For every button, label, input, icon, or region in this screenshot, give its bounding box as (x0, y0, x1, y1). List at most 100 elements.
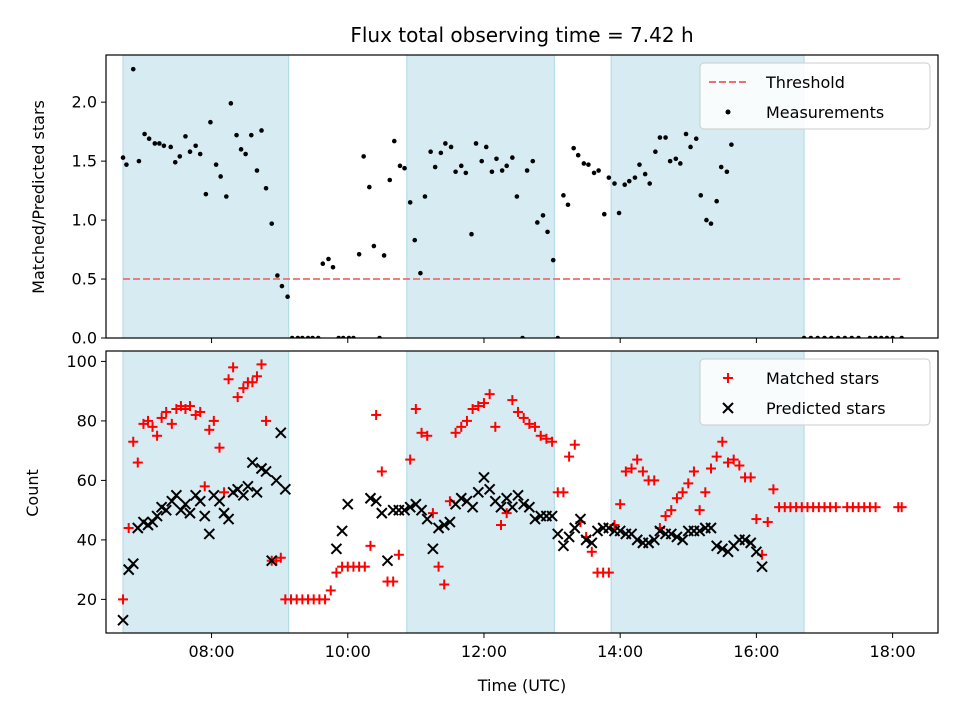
marker-stroke (222, 513, 235, 525)
matched-star-point (147, 421, 158, 432)
matched-star-point (261, 415, 272, 426)
matched-star-point (416, 427, 427, 438)
marker-stroke (275, 427, 287, 439)
marker-stroke (569, 522, 581, 534)
marker-stroke (546, 510, 558, 522)
legend-predicted-swatch (722, 402, 734, 414)
x-tick-label: 12:00 (461, 642, 507, 661)
measurement-point (606, 175, 612, 180)
marker-stroke (461, 495, 473, 507)
marker-stroke (586, 537, 598, 549)
predicted-star-point (199, 510, 211, 522)
measurement-point (203, 191, 209, 197)
marker-stroke (432, 522, 445, 534)
matched-star-point (478, 398, 489, 409)
predicted-star-point (421, 513, 433, 525)
measurement-point (443, 141, 448, 146)
predicted-star-point (266, 555, 278, 567)
matched-star-point (547, 436, 558, 447)
measurement-point (218, 174, 223, 179)
marker-stroke (745, 537, 757, 549)
predicted-star-point (500, 492, 513, 504)
matched-star-point (484, 389, 495, 400)
axes-frame (105, 350, 939, 634)
measurement-point (243, 151, 248, 157)
predicted-star-point (642, 537, 655, 549)
matched-star-point (751, 514, 762, 525)
measurement-point (412, 237, 418, 243)
matched-star-point (632, 454, 643, 465)
measurement-point (489, 169, 495, 175)
matched-star-point (677, 487, 688, 498)
measurement-point (586, 162, 591, 167)
measurement-point (458, 163, 464, 169)
predicted-star-point (716, 543, 729, 555)
matched-star-point (896, 502, 907, 513)
marker-stroke (438, 519, 450, 531)
predicted-star-point (184, 507, 196, 519)
matched-star-point (518, 412, 529, 423)
observing-window-band (406, 351, 555, 633)
measurement-point (632, 175, 638, 180)
predicted-star-point (580, 534, 592, 546)
predicted-star-point (432, 522, 445, 534)
marker-stroke (574, 513, 587, 525)
matched-star-point (637, 466, 648, 477)
y-tick-label: 2.0 (72, 93, 97, 112)
marker-stroke (552, 528, 564, 540)
matched-star-point (405, 454, 416, 465)
measurement-point (234, 132, 239, 138)
measurement-point (279, 283, 285, 289)
predicted-star-point (483, 483, 496, 496)
matched-star-point (359, 561, 370, 572)
measurement-point (193, 143, 198, 149)
matched-star-point (728, 454, 739, 465)
marker-stroke (251, 486, 263, 499)
measurement-point (402, 165, 407, 171)
marker-stroke (279, 483, 292, 496)
matched-star-point (768, 484, 779, 495)
matched-star-point (501, 508, 512, 519)
measurement-point (663, 135, 668, 140)
marker-stroke (415, 504, 428, 516)
predicted-star-point (466, 501, 479, 513)
measurement-point (248, 132, 254, 138)
measurement-point (729, 142, 734, 147)
marker-stroke (364, 492, 377, 504)
marker-stroke (506, 501, 519, 513)
predicted-star-point (671, 531, 683, 543)
matched-star-point (473, 401, 484, 412)
marker-stroke (563, 531, 575, 543)
measurement-point (124, 162, 129, 167)
marker-stroke (184, 507, 196, 519)
matched-star-point (365, 540, 376, 551)
measurement-point (698, 193, 704, 198)
predicted-star-point (676, 534, 689, 546)
measurement-point (667, 158, 673, 164)
measurement-point (168, 144, 173, 150)
matched-star-point (683, 478, 694, 489)
measurement-point (545, 229, 550, 235)
matched-star-point (376, 466, 387, 477)
measurement-point (479, 158, 485, 164)
measurement-point (601, 211, 607, 217)
y-tick-label: 80 (77, 411, 97, 430)
measurement-point (157, 141, 162, 146)
measurement-point (448, 144, 454, 150)
measurement-point (146, 136, 152, 142)
observing-window-band (122, 55, 290, 338)
matched-star-point (199, 481, 210, 492)
matched-star-point (564, 451, 575, 462)
x-tick-label: 10:00 (325, 642, 371, 661)
measurement-point (172, 160, 178, 165)
predicted-star-point (756, 560, 768, 573)
matched-star-point (331, 567, 342, 578)
marker-stroke (179, 498, 192, 510)
predicted-star-point (739, 534, 751, 546)
measurement-point (571, 145, 576, 151)
measurement-point (428, 149, 433, 154)
marker-stroke (495, 501, 507, 513)
chart-title: Flux total observing time = 7.42 h (350, 23, 693, 47)
predicted-star-point (246, 456, 259, 469)
predicted-star-point (438, 519, 450, 531)
